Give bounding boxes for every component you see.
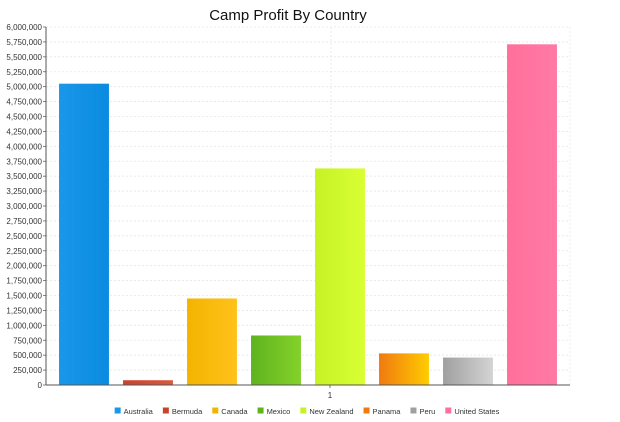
y-tick-label: 2,250,000 bbox=[6, 247, 42, 256]
y-tick-label: 1,750,000 bbox=[6, 277, 42, 286]
legend-swatch-canada bbox=[212, 407, 219, 414]
y-tick-label: 5,500,000 bbox=[6, 53, 42, 62]
y-tick-label: 4,750,000 bbox=[6, 98, 42, 107]
y-tick-label: 5,000,000 bbox=[6, 83, 42, 92]
grid-layer bbox=[46, 26, 571, 385]
y-tick-label: 4,500,000 bbox=[6, 113, 42, 122]
y-tick-label: 1,250,000 bbox=[6, 306, 42, 315]
bar-panama bbox=[379, 353, 429, 385]
legend-label-bermuda: Bermuda bbox=[172, 407, 203, 416]
legend-swatch-united-states bbox=[445, 407, 452, 414]
y-tick-label: 2,000,000 bbox=[6, 262, 42, 271]
bar-new-zealand bbox=[315, 168, 365, 385]
y-tick-label: 3,750,000 bbox=[6, 157, 42, 166]
y-tick-label: 3,250,000 bbox=[6, 187, 42, 196]
legend-label-united-states: United States bbox=[454, 407, 499, 416]
legend-label-new-zealand: New Zealand bbox=[309, 407, 353, 416]
y-tick-label: 6,000,000 bbox=[6, 23, 42, 32]
y-tick-label: 3,000,000 bbox=[6, 202, 42, 211]
legend-swatch-australia bbox=[114, 407, 121, 414]
y-tick-label: 5,250,000 bbox=[6, 68, 42, 77]
x-axis: 1 bbox=[46, 384, 570, 400]
y-tick-label: 3,500,000 bbox=[6, 172, 42, 181]
y-tick-label: 2,750,000 bbox=[6, 217, 42, 226]
legend-label-peru: Peru bbox=[419, 407, 435, 416]
bar-bermuda bbox=[123, 380, 173, 385]
y-tick-label: 250,000 bbox=[13, 366, 42, 375]
y-tick-label: 4,250,000 bbox=[6, 127, 42, 136]
bar-canada bbox=[187, 298, 237, 385]
y-tick-label: 1,000,000 bbox=[6, 321, 42, 330]
y-tick-label: 4,000,000 bbox=[6, 142, 42, 151]
legend-swatch-panama bbox=[363, 407, 370, 414]
legend-swatch-peru bbox=[410, 407, 417, 414]
y-tick-label: 0 bbox=[38, 381, 43, 390]
legend-label-canada: Canada bbox=[221, 407, 248, 416]
y-axis: 0 250,000 500,000 750,000 1,000,000 1,250,000… bbox=[6, 23, 47, 390]
legend-label-mexico: Mexico bbox=[267, 407, 291, 416]
bar-united-states bbox=[507, 44, 557, 385]
legend-label-australia: Australia bbox=[124, 407, 154, 416]
chart-title: Camp Profit By Country bbox=[209, 7, 367, 24]
bars-layer bbox=[59, 44, 557, 385]
y-tick-label: 500,000 bbox=[13, 351, 42, 360]
y-tick-label: 5,750,000 bbox=[6, 38, 42, 47]
bar-mexico bbox=[251, 335, 301, 385]
bar-australia bbox=[59, 83, 109, 385]
legend-label-panama: Panama bbox=[373, 407, 402, 416]
y-tick-label: 2,500,000 bbox=[6, 232, 42, 241]
bar-peru bbox=[443, 357, 493, 385]
x-tick-label: 1 bbox=[328, 391, 333, 400]
legend-swatch-new-zealand bbox=[300, 407, 307, 414]
y-tick-label: 1,500,000 bbox=[6, 292, 42, 301]
legend-swatch-bermuda bbox=[162, 407, 169, 414]
y-tick-label: 750,000 bbox=[13, 336, 42, 345]
legend: Australia Bermuda Canada Mexico New Zealand P… bbox=[114, 407, 500, 416]
legend-swatch-mexico bbox=[257, 407, 264, 414]
